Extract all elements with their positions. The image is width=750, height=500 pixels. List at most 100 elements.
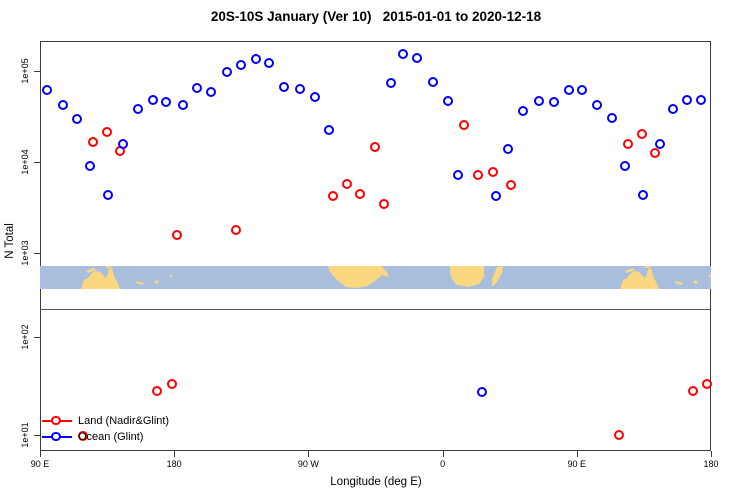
data-point-ocean (638, 190, 649, 201)
x-tick (711, 451, 712, 457)
x-tick (174, 451, 176, 457)
data-point-land (636, 129, 647, 140)
map-land-south-america (328, 266, 389, 288)
map-land-timor (86, 268, 96, 273)
data-point-land (328, 191, 339, 202)
map-land-africa-south (450, 266, 484, 287)
y-tick (34, 337, 41, 338)
y-tick-label: 1e+05 (20, 58, 30, 84)
map-land-timor-repeat (625, 268, 635, 273)
y-axis-label: N Total (4, 223, 16, 259)
data-point-ocean (668, 103, 679, 114)
legend-circle-icon (51, 431, 61, 441)
legend-item-ocean: Ocean (Glint) (42, 429, 169, 445)
data-point-ocean (132, 104, 143, 115)
map-land-fiji-repeat (693, 280, 698, 284)
data-point-ocean (620, 161, 631, 172)
data-point-ocean (442, 96, 453, 107)
data-point-land (231, 225, 242, 236)
map-land-fiji (154, 280, 159, 284)
x-tick-label: 180 (166, 459, 182, 469)
data-point-ocean (235, 60, 246, 71)
x-tick-label: 90 E (30, 459, 50, 469)
data-point-ocean (192, 83, 203, 94)
y-tick (34, 70, 41, 72)
y-tick-label: 1e+01 (20, 422, 30, 448)
x-tick (40, 451, 41, 457)
data-point-land (378, 199, 389, 210)
data-point-ocean (85, 161, 96, 172)
data-point-ocean (428, 77, 439, 88)
data-point-land (487, 167, 498, 178)
map-land-australia-north-repeat (620, 268, 659, 289)
data-point-land (88, 136, 99, 147)
data-point-ocean (502, 143, 513, 154)
x-tick-label: 0 (440, 459, 446, 469)
data-point-ocean (278, 82, 289, 93)
world-map-band (40, 266, 711, 289)
y-tick-label: 1e+03 (20, 240, 30, 266)
legend-label-ocean: Ocean (Glint) (78, 431, 144, 443)
data-point-land (623, 138, 634, 149)
data-point-land (650, 148, 661, 159)
legend-item-land: Land (Nadir&Glint) (42, 413, 169, 429)
data-point-ocean (161, 96, 172, 107)
data-point-ocean (205, 87, 216, 98)
data-point-land (505, 180, 516, 191)
map-land-new-guinea-fragment-repeat (645, 266, 651, 268)
data-point-ocean (490, 191, 501, 202)
x-tick-label: 90 W (297, 459, 319, 469)
data-point-ocean (654, 139, 665, 150)
legend-circle-icon (51, 415, 61, 425)
data-point-ocean (323, 124, 334, 135)
data-point-land (77, 431, 88, 442)
data-point-ocean (533, 96, 544, 107)
data-point-ocean (58, 100, 69, 111)
map-strip (40, 266, 711, 289)
data-point-land (167, 378, 178, 389)
data-point-ocean (177, 99, 188, 110)
x-tick (576, 451, 578, 457)
data-point-land (341, 179, 352, 190)
panel-divider-line (40, 309, 711, 310)
data-point-ocean (411, 53, 422, 64)
data-point-ocean (606, 113, 617, 124)
data-point-land (101, 127, 112, 138)
plot-area (40, 41, 711, 451)
map-land-island-speck-repeat (709, 274, 711, 277)
data-point-ocean (592, 99, 603, 110)
data-point-ocean (517, 105, 528, 116)
map-land-new-guinea-fragment (106, 266, 112, 268)
legend-marker-land (42, 415, 72, 427)
x-tick (308, 451, 310, 457)
map-land-australia-north (81, 268, 120, 289)
legend-label-land: Land (Nadir&Glint) (78, 415, 170, 427)
data-point-land (702, 378, 713, 389)
data-point-ocean (41, 85, 52, 96)
data-point-ocean (250, 53, 261, 64)
y-tick-label: 1e+02 (20, 324, 30, 350)
data-point-land (614, 430, 625, 441)
data-point-ocean (386, 77, 397, 88)
map-land-new-caledonia (136, 281, 144, 285)
x-axis-label: Longitude (deg E) (330, 476, 422, 488)
data-point-land (369, 142, 380, 153)
data-point-land (459, 120, 470, 130)
data-point-ocean (264, 57, 275, 68)
data-point-ocean (147, 95, 158, 106)
data-point-land (354, 188, 365, 199)
y-tick-label: 1e+04 (20, 149, 30, 175)
y-tick (34, 435, 41, 436)
data-point-ocean (563, 85, 574, 96)
y-tick (34, 161, 41, 163)
data-point-ocean (477, 387, 488, 398)
data-point-ocean (696, 94, 707, 105)
data-point-land (687, 385, 698, 396)
data-point-ocean (117, 139, 128, 150)
data-point-ocean (310, 91, 321, 102)
data-point-land (472, 170, 483, 181)
data-point-land (152, 385, 163, 396)
data-point-ocean (453, 169, 464, 180)
data-point-ocean (295, 83, 306, 94)
